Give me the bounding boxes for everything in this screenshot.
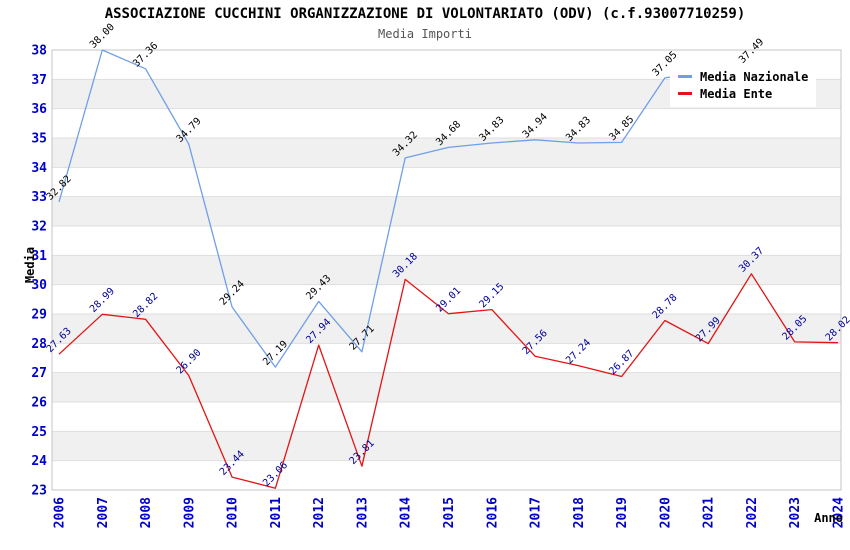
x-tick-label: 2020 — [658, 497, 673, 528]
x-tick-label: 2019 — [615, 497, 630, 528]
legend: Media Nazionale Media Ente — [670, 64, 816, 107]
plot-band — [52, 255, 841, 285]
data-point-label: 29.15 — [477, 281, 506, 310]
legend-label-media-nazionale: Media Nazionale — [700, 69, 809, 84]
plot-band — [52, 314, 841, 344]
y-tick-label: 38 — [31, 44, 47, 59]
chart-subtitle: Media Importi — [378, 27, 472, 41]
legend-swatch-media-nazionale — [678, 75, 692, 78]
x-tick-label: 2006 — [53, 497, 68, 528]
data-point-label: 34.94 — [521, 111, 550, 140]
plot-band — [52, 431, 841, 461]
x-tick-label: 2008 — [139, 497, 154, 528]
y-tick-label: 29 — [31, 308, 47, 323]
x-tick-label: 2023 — [788, 497, 803, 528]
legend-label-media-ente: Media Ente — [700, 86, 773, 101]
plot-band — [52, 196, 841, 226]
legend-item-media-ente: Media Ente — [678, 85, 810, 102]
plot-border — [51, 49, 842, 491]
data-point-label: 23.06 — [261, 460, 290, 489]
series-line-media-nazionale — [58, 49, 752, 368]
x-tick-label: 2013 — [355, 497, 370, 528]
x-tick-label: 2016 — [485, 497, 500, 528]
x-tick-label: 2012 — [312, 497, 327, 528]
x-tick-label: 2010 — [226, 497, 241, 528]
y-tick-label: 30 — [31, 278, 47, 293]
plot-band — [52, 372, 841, 402]
x-tick-label: 2021 — [702, 497, 717, 528]
y-tick-label: 25 — [31, 425, 47, 440]
legend-swatch-media-ente — [678, 92, 692, 95]
y-tick-label: 34 — [31, 161, 47, 176]
x-tick-label: 2014 — [399, 497, 414, 528]
data-point-label: 28.99 — [88, 286, 117, 315]
y-tick-label: 32 — [31, 220, 47, 235]
legend-item-media-nazionale: Media Nazionale — [678, 68, 810, 85]
y-tick-label: 28 — [31, 337, 47, 352]
chart-title: ASSOCIAZIONE CUCCHINI ORGANIZZAZIONE DI … — [104, 6, 746, 22]
x-tick-label: 2007 — [96, 497, 111, 528]
x-tick-label: 2011 — [269, 497, 284, 528]
x-tick-label: 2015 — [442, 497, 457, 528]
data-point-label: 29.01 — [434, 285, 463, 314]
x-axis-title: Anno — [814, 511, 843, 525]
y-tick-label: 24 — [31, 454, 47, 469]
plot-band — [52, 138, 841, 168]
data-point-label: 38.00 — [88, 22, 117, 51]
x-tick-label: 2022 — [745, 497, 760, 528]
y-tick-label: 26 — [31, 396, 47, 411]
y-tick-label: 27 — [31, 366, 47, 381]
y-axis-title: Media — [23, 246, 38, 284]
x-tick-label: 2024 — [832, 497, 847, 528]
x-tick-label: 2009 — [182, 497, 197, 528]
series-line-media-ente — [58, 273, 839, 489]
x-tick-label: 2017 — [529, 497, 544, 528]
y-tick-label: 33 — [31, 190, 47, 205]
y-tick-label: 31 — [31, 249, 47, 264]
x-tick-label: 2018 — [572, 497, 587, 528]
y-tick-label: 36 — [31, 102, 47, 117]
y-tick-label: 37 — [31, 73, 47, 88]
data-point-label: 37.36 — [131, 40, 160, 69]
y-tick-label: 23 — [31, 484, 47, 499]
y-tick-label: 35 — [31, 132, 47, 147]
data-point-label: 37.49 — [737, 37, 766, 66]
